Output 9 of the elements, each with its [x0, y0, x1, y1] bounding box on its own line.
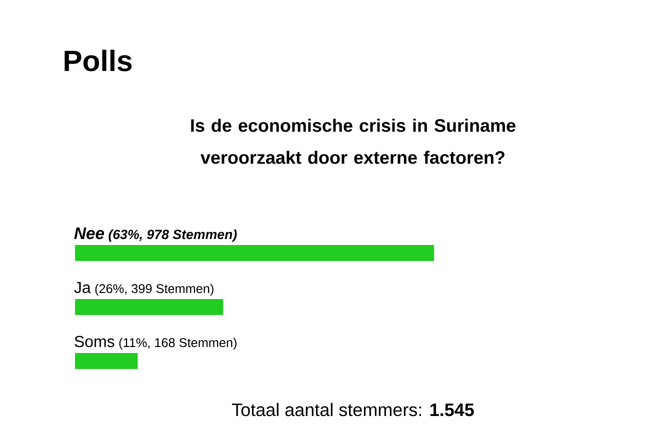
- y-tick-label: Ja: [74, 282, 91, 294]
- chart-title: Polls: [64, 50, 132, 72]
- y-tick-label: Nee: [74, 228, 104, 240]
- data-label: (26%, 399 Stemmen): [95, 284, 214, 296]
- y-tick-label: Soms: [74, 336, 114, 348]
- data-label: (63%, 978 Stemmen): [108, 229, 237, 242]
- data-label: (11%, 168 Stemmen): [119, 338, 236, 350]
- text: Totaal aantal stemmers: 1.545: [232, 402, 474, 416]
- chart-subtitle: Is de economische crisis in Suriname veroorzaakt door externe factoren?: [191, 118, 516, 164]
